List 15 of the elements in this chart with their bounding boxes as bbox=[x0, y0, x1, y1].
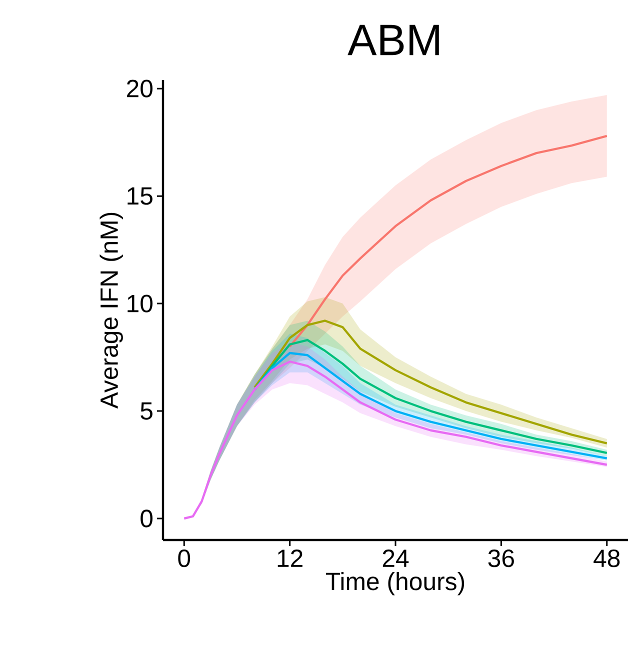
x-tick-label: 0 bbox=[178, 550, 190, 568]
y-axis-title: Average IFN (nM) bbox=[100, 212, 123, 409]
x-axis-title: Time (hours) bbox=[326, 572, 464, 596]
y-tick-label: 10 bbox=[128, 294, 152, 312]
y-tick-label: 5 bbox=[140, 402, 152, 420]
y-tick-label: 20 bbox=[127, 80, 152, 98]
x-tick-label: 36 bbox=[488, 550, 514, 568]
line-series bbox=[288, 134, 608, 348]
line-series bbox=[253, 320, 608, 444]
x-tick-label: 12 bbox=[278, 550, 302, 567]
chart-title: ABM bbox=[348, 24, 439, 56]
x-tick-label: 24 bbox=[382, 550, 409, 567]
x-tick-label: 48 bbox=[594, 550, 620, 568]
y-tick-label: 15 bbox=[128, 187, 152, 205]
y-tick-label: 0 bbox=[140, 510, 153, 528]
